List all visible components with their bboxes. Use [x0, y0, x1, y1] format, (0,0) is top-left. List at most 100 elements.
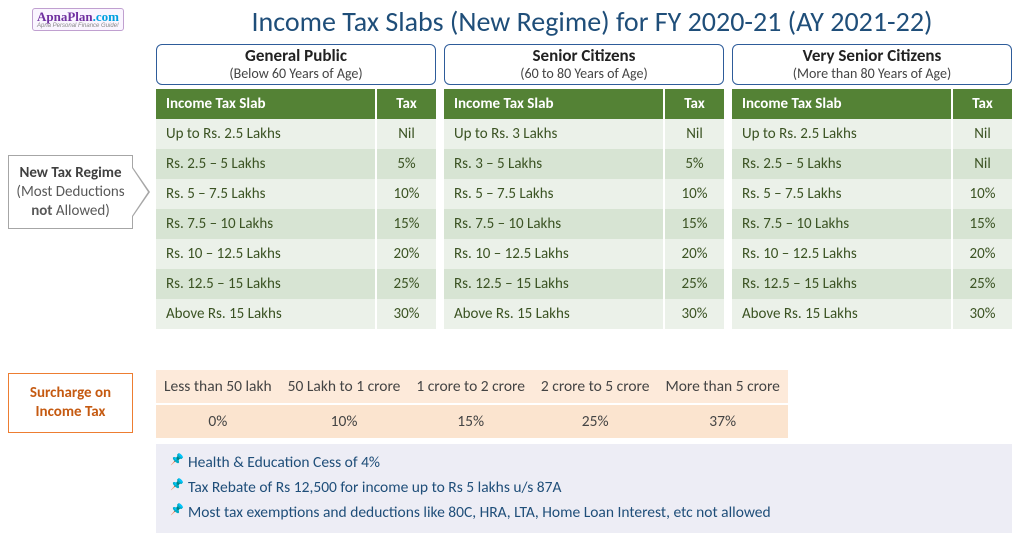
- category-subtitle: (Below 60 Years of Age): [161, 66, 431, 81]
- tax-cell: 25%: [952, 269, 1012, 299]
- note-line: Most tax exemptions and deductions like …: [170, 500, 998, 525]
- surcharge-brackets-row: Less than 50 lakh50 Lakh to 1 crore1 cro…: [156, 370, 788, 404]
- category-subtitle: (More than 80 Years of Age): [737, 66, 1007, 81]
- tax-cell: Nil: [952, 119, 1012, 149]
- slab-cell: Rs. 5 – 7.5 Lakhs: [732, 179, 952, 209]
- col-slab-header: Income Tax Slab: [444, 89, 664, 119]
- tax-cell: 30%: [376, 299, 436, 329]
- slab-row: Rs. 3 – 5 Lakhs5%: [444, 149, 724, 179]
- tax-cell: 30%: [664, 299, 724, 329]
- tax-cell: 20%: [376, 239, 436, 269]
- slab-column: Very Senior Citizens(More than 80 Years …: [732, 44, 1012, 329]
- surcharge-bracket-cell: More than 5 crore: [657, 370, 787, 404]
- surcharge-rate-cell: 25%: [533, 404, 658, 439]
- page-title: Income Tax Slabs (New Regime) for FY 202…: [180, 4, 1004, 39]
- slab-row: Above Rs. 15 Lakhs30%: [444, 299, 724, 329]
- category-header: Very Senior Citizens(More than 80 Years …: [732, 44, 1012, 85]
- slab-cell: Rs. 2.5 – 5 Lakhs: [156, 149, 376, 179]
- footer-notes: Health & Education Cess of 4%Tax Rebate …: [156, 444, 1012, 533]
- tax-cell: 5%: [664, 149, 724, 179]
- brand-ext: .com: [93, 9, 119, 24]
- slab-cell: Rs. 2.5 – 5 Lakhs: [732, 149, 952, 179]
- slab-cell: Rs. 12.5 – 15 Lakhs: [732, 269, 952, 299]
- slab-cell: Above Rs. 15 Lakhs: [732, 299, 952, 329]
- slab-row: Up to Rs. 2.5 LakhsNil: [156, 119, 436, 149]
- category-title: Very Senior Citizens: [737, 47, 1007, 66]
- slab-column: General Public(Below 60 Years of Age)Inc…: [156, 44, 436, 329]
- slab-cell: Rs. 5 – 7.5 Lakhs: [444, 179, 664, 209]
- slab-cell: Up to Rs. 2.5 Lakhs: [732, 119, 952, 149]
- slab-cell: Rs. 3 – 5 Lakhs: [444, 149, 664, 179]
- surcharge-table: Less than 50 lakh50 Lakh to 1 crore1 cro…: [156, 370, 788, 440]
- col-slab-header: Income Tax Slab: [732, 89, 952, 119]
- slab-cell: Rs. 10 – 12.5 Lakhs: [732, 239, 952, 269]
- tax-cell: 25%: [664, 269, 724, 299]
- category-subtitle: (60 to 80 Years of Age): [449, 66, 719, 81]
- slab-row: Above Rs. 15 Lakhs30%: [156, 299, 436, 329]
- surcharge-callout: Surcharge on Income Tax: [8, 373, 133, 433]
- slab-row: Rs. 10 – 12.5 Lakhs20%: [444, 239, 724, 269]
- slab-cell: Up to Rs. 3 Lakhs: [444, 119, 664, 149]
- regime-callout: New Tax Regime (Most Deductions not Allo…: [8, 155, 133, 229]
- tax-cell: 25%: [376, 269, 436, 299]
- regime-heading: New Tax Regime: [13, 164, 128, 183]
- note-line: Tax Rebate of Rs 12,500 for income up to…: [170, 475, 998, 500]
- slab-cell: Rs. 12.5 – 15 Lakhs: [444, 269, 664, 299]
- slab-cell: Rs. 12.5 – 15 Lakhs: [156, 269, 376, 299]
- surcharge-rate-cell: 37%: [657, 404, 787, 439]
- slab-table: Income Tax SlabTaxUp to Rs. 2.5 LakhsNil…: [156, 89, 436, 329]
- slab-cell: Rs. 10 – 12.5 Lakhs: [444, 239, 664, 269]
- note-line: Health & Education Cess of 4%: [170, 450, 998, 475]
- regime-sub1: (Most Deductions: [13, 183, 128, 202]
- slab-cell: Rs. 7.5 – 10 Lakhs: [444, 209, 664, 239]
- slab-column: Senior Citizens(60 to 80 Years of Age)In…: [444, 44, 724, 329]
- tax-cell: 10%: [376, 179, 436, 209]
- slab-row: Rs. 7.5 – 10 Lakhs15%: [156, 209, 436, 239]
- slab-cell: Above Rs. 15 Lakhs: [156, 299, 376, 329]
- tax-cell: 15%: [376, 209, 436, 239]
- slab-row: Rs. 7.5 – 10 Lakhs15%: [444, 209, 724, 239]
- slab-row: Rs. 10 – 12.5 Lakhs20%: [732, 239, 1012, 269]
- slab-row: Rs. 12.5 – 15 Lakhs25%: [156, 269, 436, 299]
- surcharge-rate-cell: 15%: [408, 404, 533, 439]
- brand-logo: ApnaPlan.com Apna Personal Finance Guide…: [32, 8, 124, 31]
- col-tax-header: Tax: [952, 89, 1012, 119]
- category-title: General Public: [161, 47, 431, 66]
- category-header: Senior Citizens(60 to 80 Years of Age): [444, 44, 724, 85]
- slab-cell: Up to Rs. 2.5 Lakhs: [156, 119, 376, 149]
- slab-row: Up to Rs. 2.5 LakhsNil: [732, 119, 1012, 149]
- slab-cell: Above Rs. 15 Lakhs: [444, 299, 664, 329]
- category-title: Senior Citizens: [449, 47, 719, 66]
- slab-row: Rs. 7.5 – 10 Lakhs15%: [732, 209, 1012, 239]
- tax-cell: 10%: [952, 179, 1012, 209]
- surcharge-rates-row: 0%10%15%25%37%: [156, 404, 788, 439]
- category-header: General Public(Below 60 Years of Age): [156, 44, 436, 85]
- slab-row: Rs. 5 – 7.5 Lakhs10%: [444, 179, 724, 209]
- slab-row: Rs. 2.5 – 5 LakhsNil: [732, 149, 1012, 179]
- slab-cell: Rs. 7.5 – 10 Lakhs: [156, 209, 376, 239]
- brand-tagline: Apna Personal Finance Guide!: [37, 23, 119, 29]
- tax-cell: 30%: [952, 299, 1012, 329]
- tax-cell: Nil: [376, 119, 436, 149]
- slab-row: Up to Rs. 3 LakhsNil: [444, 119, 724, 149]
- surcharge-bracket-cell: 2 crore to 5 crore: [533, 370, 658, 404]
- col-tax-header: Tax: [376, 89, 436, 119]
- tax-cell: 5%: [376, 149, 436, 179]
- slab-row: Rs. 12.5 – 15 Lakhs25%: [444, 269, 724, 299]
- slab-row: Rs. 10 – 12.5 Lakhs20%: [156, 239, 436, 269]
- tax-cell: Nil: [664, 119, 724, 149]
- slab-row: Rs. 5 – 7.5 Lakhs10%: [156, 179, 436, 209]
- slab-table: Income Tax SlabTaxUp to Rs. 3 LakhsNilRs…: [444, 89, 724, 329]
- slab-cell: Rs. 10 – 12.5 Lakhs: [156, 239, 376, 269]
- tax-cell: 15%: [664, 209, 724, 239]
- surcharge-bracket-cell: 1 crore to 2 crore: [408, 370, 533, 404]
- surcharge-rate-cell: 10%: [280, 404, 409, 439]
- slab-tables-container: General Public(Below 60 Years of Age)Inc…: [156, 44, 1012, 329]
- surcharge-rate-cell: 0%: [156, 404, 280, 439]
- tax-cell: 20%: [664, 239, 724, 269]
- slab-row: Rs. 12.5 – 15 Lakhs25%: [732, 269, 1012, 299]
- col-tax-header: Tax: [664, 89, 724, 119]
- surcharge-bracket-cell: Less than 50 lakh: [156, 370, 280, 404]
- slab-row: Rs. 2.5 – 5 Lakhs5%: [156, 149, 436, 179]
- regime-sub2: not Allowed): [13, 202, 128, 221]
